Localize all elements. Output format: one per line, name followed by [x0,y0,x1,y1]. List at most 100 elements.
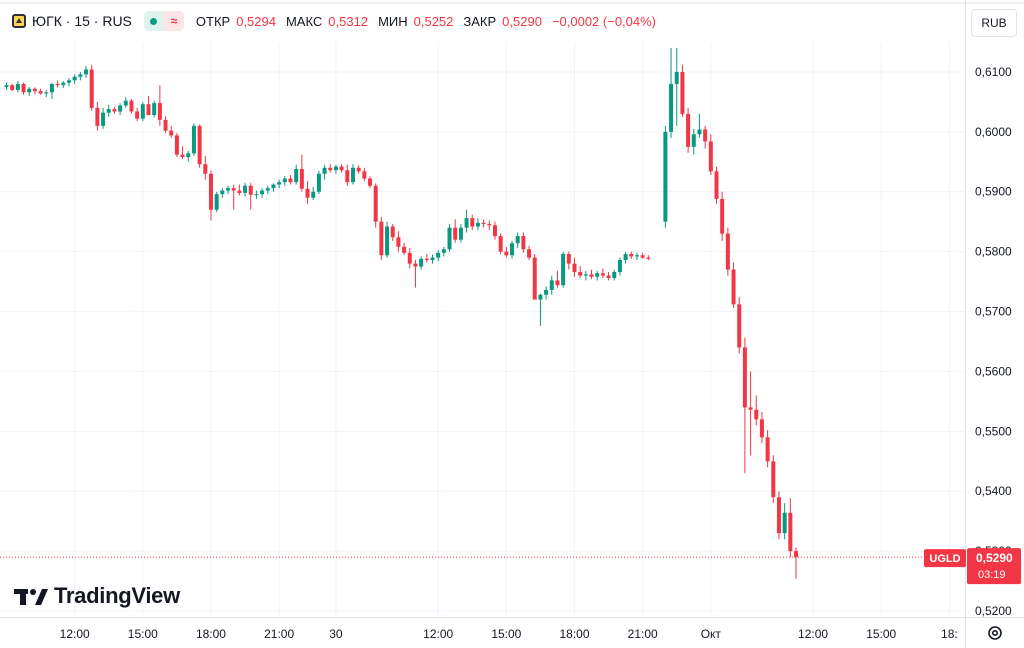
candle-body [487,224,492,226]
candle-body [527,249,532,258]
candle-body [265,188,270,191]
candle-up [436,250,441,262]
candle-up [697,113,702,138]
candle-down [521,232,526,253]
candle-body [288,178,293,183]
candle-body [316,173,321,192]
candle-body [441,249,446,253]
candle-body [248,185,253,195]
candle-body [720,198,725,234]
candle-body [226,188,231,191]
candle-up [316,170,321,195]
candle-body [66,80,71,83]
candle-up [475,218,480,231]
price-tick-label: 0,5800 [975,245,1012,259]
candle-body [294,168,299,183]
candle-down [208,170,213,221]
candle-body [510,243,515,256]
candle-body [697,129,702,135]
candle-down [402,242,407,256]
candle-body [538,294,543,300]
time-tick-label: 18:00 [196,627,226,641]
candle-body [498,236,503,252]
candle-down [725,227,730,276]
candle-down [95,101,100,131]
low-value: 0,5252 [413,13,454,29]
candle-down [424,254,429,263]
candle-down [578,266,583,278]
candle-body [600,273,605,276]
tradingview-mark-icon [14,589,48,605]
candle-down [203,155,208,180]
candle-up [322,164,327,180]
price-tick-label: 0,6100 [975,65,1012,79]
candle-down [288,174,293,185]
candle-down [305,180,310,204]
candle-down [737,297,742,354]
candle-body [101,112,106,126]
candle-body [413,263,418,267]
symbol-title[interactable]: ЮГК · 15 · RUS [32,13,132,29]
candle-body [447,227,452,250]
candle-up [72,74,77,84]
candle-down [589,269,594,280]
candles-layer [4,47,799,579]
candle-body [776,497,781,534]
candle-body [549,280,554,290]
candle-body [10,85,15,90]
candle-body [640,255,645,258]
candle-up [260,188,265,198]
candle-body [27,88,32,93]
candle-body [430,257,435,261]
candle-up [4,82,9,90]
candle-body [118,105,123,112]
candle-body [89,69,94,108]
market-open-dot-icon[interactable] [143,11,164,31]
legend-header: ЮГК · 15 · RUS ≈ ОТКР 0,5294 МАКС 0,5312… [0,0,965,42]
candle-up [333,164,338,174]
candle-down [21,82,26,95]
candle-body [572,263,577,272]
candle-body [328,167,333,171]
candle-up [49,82,54,99]
candle-up [27,86,32,96]
candle-down [703,125,708,149]
candle-body [634,255,639,257]
candle-up [549,275,554,295]
time-tick-label: Окт [701,627,722,641]
open-label: ОТКР [195,13,231,29]
candle-up [186,151,191,162]
candle-body [140,104,145,119]
settings-icon[interactable] [986,624,1004,642]
tradingview-logo[interactable]: TradingView [14,583,180,609]
candle-body [708,141,713,172]
candle-down [788,498,793,558]
candle-body [385,226,390,256]
price-axis[interactable]: 0,6100 0,6000 0,5900 0,5800 0,5700 0,5600 0,55… [975,65,1012,618]
market-status-pill[interactable]: ≈ [143,11,184,31]
candle-up [595,270,600,281]
candle-down [600,268,605,278]
price-tick-label: 0,5700 [975,305,1012,319]
currency-button[interactable]: RUB [971,9,1017,37]
time-axis[interactable]: 12:00 15:00 18:00 21:00 30 12:00 15:00 18:00 21:… [60,627,958,641]
candle-up [623,251,628,264]
candle-body [731,269,736,305]
candle-body [612,272,617,278]
candle-body [617,260,622,272]
candle-up [118,103,123,116]
delayed-data-icon[interactable]: ≈ [163,11,184,31]
candle-body [680,71,685,114]
candle-down [248,182,253,210]
candle-down [498,233,503,255]
candle-body [197,125,202,165]
candle-down [742,337,747,474]
candle-up [663,125,668,228]
candle-body [157,103,162,120]
candle-body [112,109,117,112]
candle-body [129,100,134,112]
candle-body [186,153,191,157]
candle-up [538,293,543,326]
